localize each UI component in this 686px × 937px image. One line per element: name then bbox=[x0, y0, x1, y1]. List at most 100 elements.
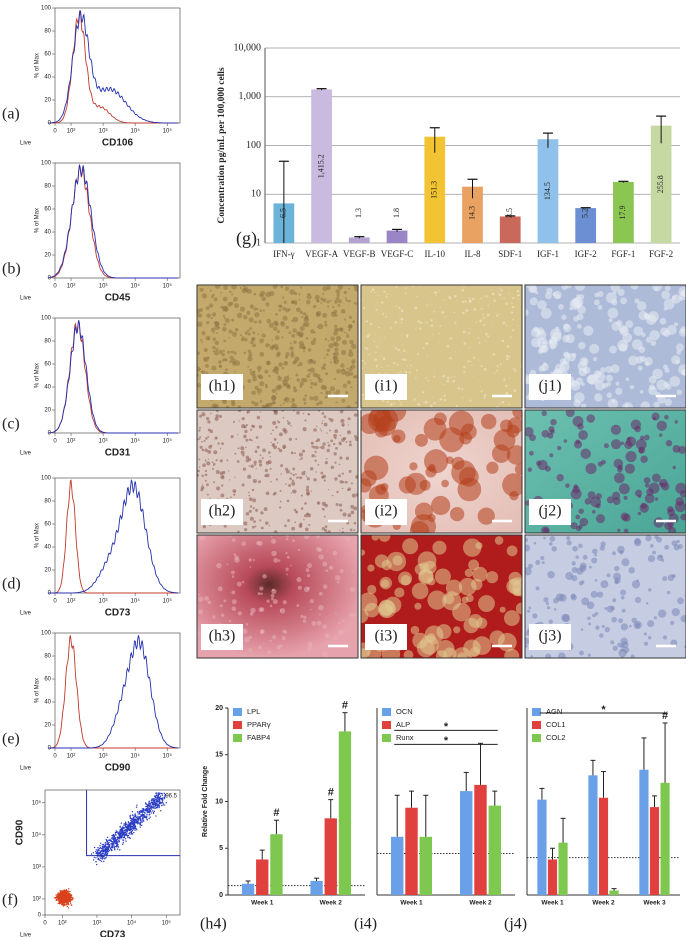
texture-dot bbox=[232, 420, 235, 424]
texture-dot bbox=[326, 300, 330, 304]
texture-dot bbox=[516, 294, 519, 297]
texture-dot bbox=[231, 538, 236, 542]
texture-dot bbox=[606, 392, 612, 399]
x-tick-label: VEGF-C bbox=[381, 249, 414, 259]
texture-dot bbox=[658, 433, 663, 437]
y-tick-label: 80 bbox=[44, 499, 51, 505]
texture-dot bbox=[372, 369, 373, 371]
texture-dot bbox=[525, 537, 529, 543]
texture-dot bbox=[228, 336, 231, 339]
scatter-dot bbox=[120, 838, 122, 840]
texture-dot bbox=[244, 637, 250, 643]
scatter-dot bbox=[123, 824, 125, 827]
texture-dot bbox=[416, 353, 419, 356]
texture-dot bbox=[234, 360, 241, 366]
texture-dot bbox=[571, 567, 578, 573]
texture-dot bbox=[614, 472, 625, 484]
texture-dot bbox=[298, 298, 301, 301]
x-tick-label: 10² bbox=[58, 921, 67, 927]
texture-dot bbox=[354, 401, 358, 404]
texture-dot bbox=[203, 439, 206, 442]
texture-dot bbox=[265, 460, 270, 465]
texture-dot bbox=[541, 410, 547, 417]
scatter-dot bbox=[131, 810, 134, 813]
texture-dot bbox=[260, 511, 264, 515]
x-tick-label: 10² bbox=[67, 439, 76, 445]
texture-dot bbox=[409, 324, 410, 326]
texture-dot bbox=[309, 367, 315, 373]
texture-dot bbox=[473, 376, 474, 378]
texture-dot bbox=[237, 611, 242, 616]
texture-dot bbox=[509, 490, 519, 501]
texture-dot bbox=[377, 295, 379, 297]
y-tick-label: 1 bbox=[256, 237, 261, 248]
texture-dot bbox=[252, 376, 257, 382]
texture-dot bbox=[434, 371, 436, 374]
texture-dot bbox=[393, 435, 401, 443]
texture-dot bbox=[536, 460, 542, 466]
texture-dot bbox=[271, 395, 277, 400]
value-label: 134.5 bbox=[543, 182, 552, 200]
texture-dot bbox=[350, 504, 355, 509]
micrograph-border bbox=[524, 409, 686, 534]
texture-dot bbox=[576, 294, 581, 299]
scatter-dot bbox=[122, 832, 124, 834]
texture-dot bbox=[409, 462, 418, 471]
scatter-dot bbox=[64, 900, 66, 902]
texture-dot bbox=[606, 605, 614, 613]
texture-dot bbox=[348, 351, 354, 358]
texture-dot bbox=[639, 435, 645, 441]
histogram-curve bbox=[48, 479, 179, 594]
texture-dot bbox=[604, 606, 608, 610]
texture-dot bbox=[257, 592, 261, 596]
x-tick-label: 10³ bbox=[99, 129, 108, 135]
scatter-dot bbox=[120, 822, 123, 824]
texture-dot bbox=[354, 437, 358, 441]
texture-dot bbox=[473, 308, 476, 311]
label-box bbox=[365, 374, 407, 400]
scatter-dot bbox=[150, 812, 152, 814]
texture-dot bbox=[298, 340, 304, 347]
bar bbox=[649, 807, 660, 895]
x-tick-label: 10⁵ bbox=[163, 753, 173, 760]
scatter-dot bbox=[63, 895, 65, 898]
texture-dot bbox=[490, 366, 492, 368]
texture-dot bbox=[275, 385, 281, 391]
texture-dot bbox=[247, 329, 250, 332]
texture-dot bbox=[644, 493, 655, 504]
texture-dot bbox=[668, 526, 677, 533]
texture-dot bbox=[313, 395, 319, 401]
texture-dot bbox=[367, 584, 377, 595]
texture-dot bbox=[656, 536, 663, 543]
scatter-dot bbox=[124, 837, 127, 840]
texture-dot bbox=[302, 346, 305, 350]
texture-dot bbox=[271, 588, 277, 595]
texture-dot bbox=[610, 640, 615, 645]
texture-dot bbox=[251, 400, 255, 405]
scatter-dot bbox=[164, 793, 166, 796]
texture-dot bbox=[279, 489, 282, 493]
texture-dot bbox=[248, 497, 253, 502]
texture-dot bbox=[303, 518, 305, 521]
texture-dot bbox=[282, 600, 287, 605]
texture-dot bbox=[346, 299, 349, 302]
texture-dot bbox=[315, 402, 320, 406]
texture-dot bbox=[334, 636, 338, 640]
texture-dot bbox=[205, 483, 209, 487]
bar bbox=[488, 805, 501, 895]
scatter-dot bbox=[142, 816, 144, 818]
texture-dot bbox=[557, 445, 562, 451]
texture-dot bbox=[290, 564, 292, 567]
texture-dot bbox=[664, 398, 672, 406]
texture-dot bbox=[594, 393, 603, 402]
texture-dot bbox=[325, 457, 328, 460]
scatter-dot bbox=[119, 826, 121, 828]
texture-dot bbox=[570, 522, 578, 530]
texture-dot bbox=[232, 489, 237, 493]
texture-dot bbox=[292, 316, 299, 323]
texture-dot bbox=[300, 614, 304, 618]
texture-dot bbox=[590, 590, 598, 598]
texture-dot bbox=[393, 402, 395, 404]
texture-dot bbox=[315, 312, 320, 317]
scatter-dot bbox=[118, 841, 121, 843]
